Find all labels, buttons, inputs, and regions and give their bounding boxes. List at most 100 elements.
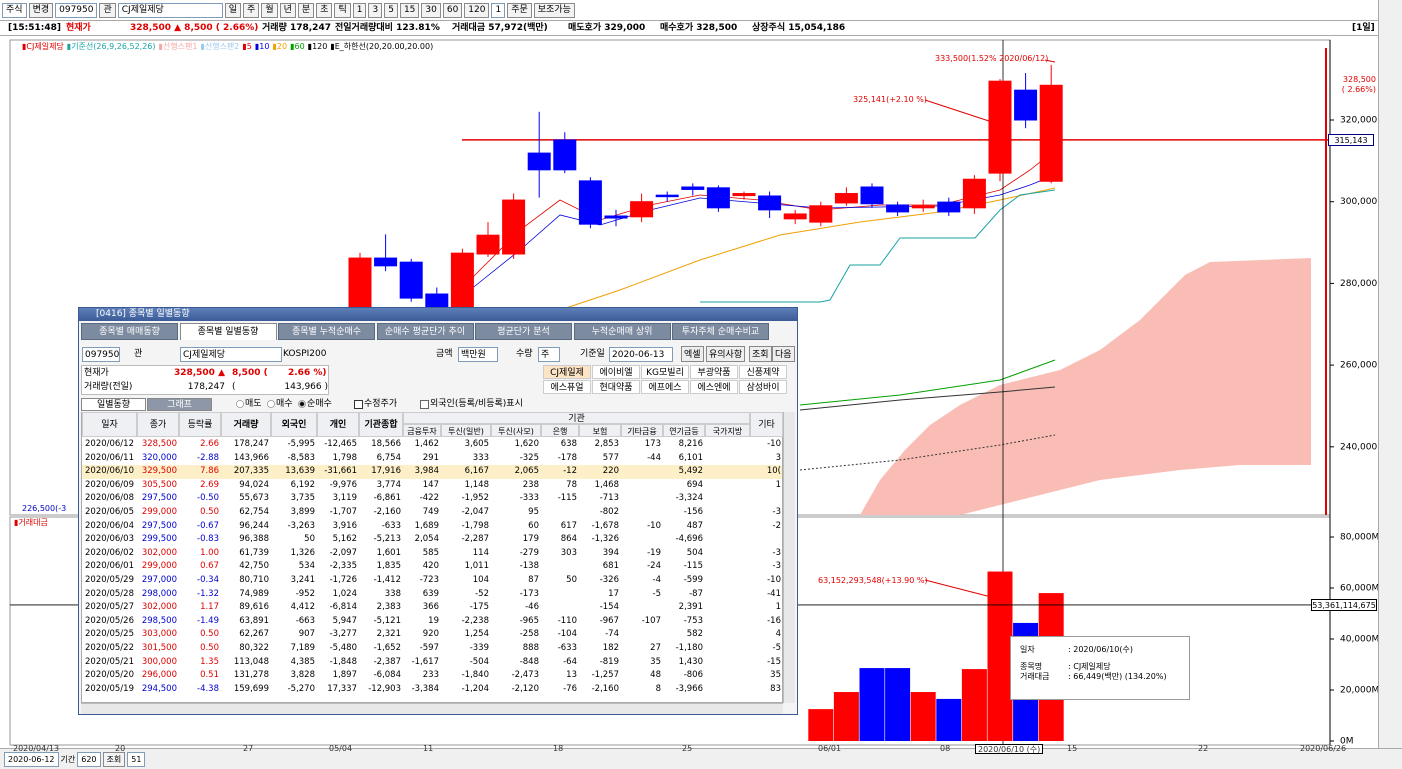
table-cell: 2,321 <box>376 629 401 640</box>
toolbar-item[interactable]: 60 <box>442 2 463 18</box>
table-cell: -0.83 <box>197 534 219 545</box>
toolbar-item[interactable]: 년 <box>279 2 296 18</box>
table-cell <box>541 588 579 602</box>
toolbar-item[interactable]: 보조가능 <box>533 2 575 18</box>
legend-item: ▮20 <box>272 42 288 51</box>
sub-tab[interactable]: 일별동향 <box>81 398 146 411</box>
table-cell: 1,689 <box>414 520 439 531</box>
toolbar-item[interactable]: 1 <box>352 2 367 18</box>
stock-name[interactable]: CJ제일제당 <box>180 347 282 362</box>
toolbar-item[interactable]: 30 <box>421 2 441 18</box>
checkbox[interactable]: 외국인(등록/비등록)표시 <box>420 398 523 411</box>
tooltip-value: : 66,449(백만) (134.20%) <box>1068 672 1167 681</box>
toolbar-item[interactable]: 관 <box>99 2 116 18</box>
table-cell: 35 <box>650 656 661 667</box>
bottom-query[interactable]: 조회 <box>102 752 126 767</box>
table-cell <box>750 533 783 547</box>
radio[interactable]: 매도 <box>236 398 262 411</box>
toolbar-item[interactable]: 1 <box>491 2 506 18</box>
volume-bar <box>885 668 911 741</box>
peer-stock[interactable]: KG모빌리 <box>641 365 689 379</box>
table-cell: 233 <box>422 670 439 681</box>
amount-radio[interactable]: 금액 <box>436 349 453 359</box>
bottom-date[interactable]: 2020-06-12 <box>4 752 59 767</box>
toolbar-item[interactable]: 일 <box>224 2 242 18</box>
button-excel[interactable]: 엑셀 <box>681 346 704 362</box>
toolbar-item[interactable]: 15 <box>399 2 420 18</box>
date-field[interactable]: 2020-06-13 <box>609 347 673 362</box>
peer-stock[interactable]: 부광약품 <box>690 365 738 379</box>
checkbox[interactable]: 수정주가 <box>354 398 398 411</box>
radio[interactable]: 순매수 <box>298 398 332 411</box>
toolbar-item[interactable]: 주문 <box>507 2 532 18</box>
qty-unit[interactable]: 주 <box>538 347 560 362</box>
table-cell: 1,011 <box>464 561 489 572</box>
button-next[interactable]: 다음 <box>772 346 795 362</box>
toolbar-item[interactable]: 틱 <box>334 2 351 18</box>
popup-tab[interactable]: 종목별 일별동향 <box>179 323 277 340</box>
radio[interactable]: 매수 <box>267 398 293 411</box>
bottom-period[interactable]: 620 <box>77 752 101 767</box>
popup-tab[interactable]: 종목별 누적순매수 <box>278 323 375 340</box>
table-cell: -104 <box>557 629 577 640</box>
unit-select[interactable]: 백만원 <box>458 347 498 362</box>
toolbar-item[interactable]: 097950 <box>55 2 98 18</box>
toolbar: 주식 변경 097950 관 CJ제일제당 일 주 월 년 분 초 틱 1 3 5 15 30 60 120 1 주문 보… <box>2 2 575 18</box>
toolbar-item[interactable]: 월 <box>261 2 278 18</box>
table-cell: -41 <box>767 588 781 599</box>
bottom-count[interactable]: 51 <box>127 752 146 767</box>
info-period: [1일] <box>1352 23 1375 33</box>
toolbar-item[interactable]: 120 <box>464 2 490 18</box>
popup-tab[interactable]: 누적순매매 상위 <box>573 323 671 340</box>
peer-stock[interactable]: 에스퓨얼 <box>543 380 591 394</box>
table-cell: -154 <box>599 602 619 613</box>
table-cell: -2,160 <box>373 507 401 517</box>
x-tick-label: 2020/04/13 <box>13 744 60 753</box>
peer-stock[interactable]: CJ제일제 <box>543 365 591 379</box>
toolbar-item[interactable]: 주 <box>243 2 260 18</box>
related-button[interactable]: 관 <box>134 349 143 359</box>
peer-stock[interactable]: 에프에스 <box>641 380 689 394</box>
table-cell: -2,473 <box>511 670 539 681</box>
qty-radio[interactable]: 수량 <box>516 349 533 359</box>
table-cell: 6,192 <box>290 479 315 490</box>
ma-line <box>799 386 1056 411</box>
popup-tab[interactable]: 투자주체 순매수비교 <box>672 323 769 340</box>
popup-tab[interactable]: 순매수 평균단가 추이 <box>376 323 474 340</box>
table-cell: 3,605 <box>464 439 489 449</box>
candle-body <box>783 213 807 220</box>
peer-stock[interactable]: 삼성바이 <box>739 380 787 394</box>
peer-stock[interactable]: 신풍제약 <box>739 365 787 379</box>
button-notice[interactable]: 유의사항 <box>706 346 746 362</box>
peer-stock[interactable]: 현대약품 <box>592 380 640 394</box>
table-cell: 147 <box>422 479 439 490</box>
toolbar-item[interactable]: 5 <box>384 2 398 18</box>
peer-stock[interactable]: 에스엔에 <box>690 380 738 394</box>
toolbar-item[interactable]: 분 <box>297 2 315 18</box>
table-cell <box>705 601 750 615</box>
popup-tab[interactable]: 평균단가 분석 <box>475 323 572 340</box>
candle-body <box>988 80 1012 174</box>
legend: ▮CJ제일제당 ▮기준선(26,9,26,52,26) ▮선행스팬1 ▮선행스팬2 ▮5… <box>22 41 433 52</box>
candle-body <box>860 186 884 205</box>
low-note: 226,500(-3 <box>22 504 67 513</box>
table-cell: -3,384 <box>411 683 439 694</box>
toolbar-item[interactable]: CJ제일제당 <box>117 2 223 18</box>
table-cell: -326 <box>599 575 619 585</box>
button-query[interactable]: 조회 <box>749 346 772 362</box>
column-header: 투신(일반) <box>441 424 491 437</box>
table-cell: 2020/05/22 <box>85 643 134 653</box>
peer-stock[interactable]: 에이비엘 <box>592 365 640 379</box>
table-cell: -10 <box>767 439 781 449</box>
sub-tab[interactable]: 그래프 <box>147 398 212 411</box>
toolbar-item[interactable]: 주식 <box>2 2 27 18</box>
table-cell: 7.86 <box>200 466 219 477</box>
toolbar-item[interactable]: 3 <box>368 2 383 18</box>
table-cell: -848 <box>519 656 539 667</box>
popup-tab[interactable]: 종목별 매매동향 <box>81 323 178 340</box>
toolbar-item[interactable]: 변경 <box>28 2 54 18</box>
candle-body <box>809 205 833 223</box>
stock-code[interactable]: 097950 <box>82 347 120 362</box>
toolbar-item[interactable]: 초 <box>316 2 333 18</box>
candle-body <box>553 139 577 171</box>
